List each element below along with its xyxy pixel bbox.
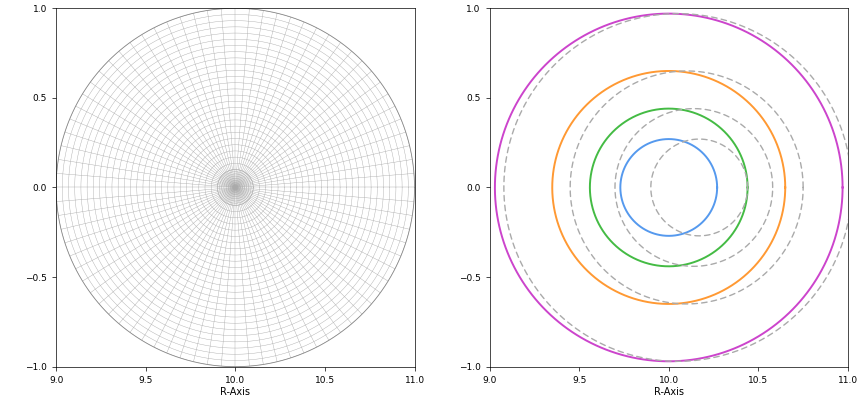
X-axis label: R-Axis: R-Axis	[220, 387, 251, 398]
X-axis label: R-Axis: R-Axis	[653, 387, 684, 398]
